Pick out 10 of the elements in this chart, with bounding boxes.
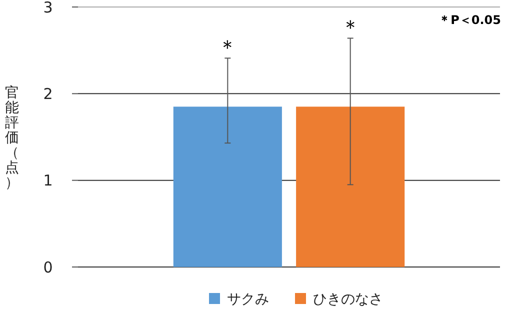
annotation: ＊ xyxy=(218,35,238,60)
y-tick-label: 0 xyxy=(43,258,53,276)
y-axis-title: 官能評価（点） xyxy=(5,84,19,191)
legend-label: サクみ xyxy=(227,291,269,308)
y-tick-label: 2 xyxy=(43,84,53,103)
y-tick-label: 3 xyxy=(43,0,53,16)
y-tick-label: 1 xyxy=(43,172,53,190)
annotation: ＊P＜0.05 xyxy=(438,13,501,27)
annotation: ＊ xyxy=(340,15,360,40)
legend-label: ひきのなさ xyxy=(313,291,383,308)
